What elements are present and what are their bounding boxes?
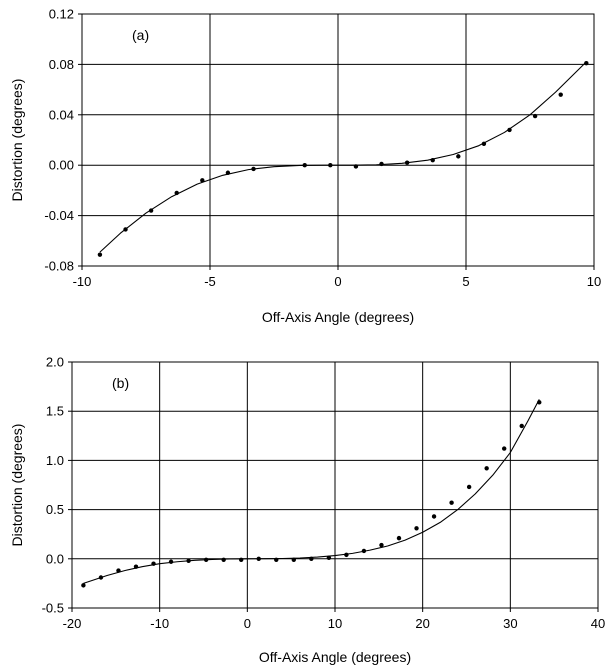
data-point (507, 127, 512, 133)
data-point (519, 423, 524, 429)
y-tick-label: 0.04 (49, 107, 74, 122)
data-point (274, 557, 279, 562)
data-point (97, 252, 103, 257)
x-tick-label: -20 (63, 616, 82, 631)
x-tick-label: -5 (204, 274, 216, 289)
data-point (344, 552, 349, 558)
data-point (404, 160, 410, 165)
data-point (238, 557, 244, 562)
x-tick-label: 10 (328, 616, 342, 631)
y-tick-label: 0.08 (49, 57, 74, 72)
y-axis-label: Distortion (degrees) (9, 79, 25, 202)
y-tick-label: 0.5 (46, 502, 64, 517)
data-point (501, 446, 507, 451)
data-point (379, 542, 384, 548)
y-tick-label: -0.5 (42, 601, 64, 616)
data-point (379, 161, 384, 167)
data-point (309, 556, 314, 561)
x-axis-label: Off-Axis Angle (degrees) (259, 649, 411, 665)
data-point (558, 92, 563, 97)
data-point (123, 227, 128, 232)
fit-curve (99, 61, 587, 253)
data-point (81, 583, 86, 588)
y-tick-label: 2.0 (46, 355, 64, 370)
data-point (151, 561, 156, 566)
data-point (484, 466, 489, 471)
data-point (133, 564, 139, 569)
data-point (328, 163, 333, 168)
data-point (174, 190, 179, 196)
data-point (532, 113, 538, 119)
data-point (396, 535, 402, 541)
y-tick-label: 1.0 (46, 453, 64, 468)
data-point (225, 170, 231, 175)
x-tick-label: 5 (462, 274, 469, 289)
x-tick-label: -10 (150, 616, 169, 631)
data-point (481, 141, 487, 146)
data-point (256, 556, 261, 561)
x-tick-label: 0 (334, 274, 341, 289)
data-point (414, 526, 419, 531)
x-tick-label: -10 (73, 274, 92, 289)
panel-label: (b) (112, 375, 129, 391)
data-point (98, 575, 104, 580)
data-point (466, 484, 472, 490)
data-point (353, 164, 359, 169)
chart-panel-a: -0.08 -0.04 0.00 0.04 0.08 0.12 -10 -5 0 5 10 (a) Of… (9, 7, 601, 326)
data-point (203, 557, 209, 562)
data-point (168, 559, 174, 564)
data-point (116, 568, 121, 573)
chart-panel-b: -0.5 0.0 0.5 1.0 1.5 2.0 -20 -10 0 10 20 30 40 (b) Off… (9, 355, 605, 666)
data-point (221, 557, 226, 562)
data-point (186, 558, 191, 563)
x-tick-label: 10 (587, 274, 601, 289)
data-point (449, 500, 454, 505)
panel-label: (a) (132, 27, 149, 43)
data-point (326, 555, 332, 561)
data-point (302, 163, 307, 168)
data-point (361, 548, 367, 554)
data-point (200, 178, 205, 183)
data-point (584, 60, 589, 66)
data-point (430, 157, 435, 163)
x-tick-label: 0 (244, 616, 251, 631)
y-tick-label: 1.5 (46, 404, 64, 419)
x-tick-label: 40 (591, 616, 605, 631)
data-point (537, 400, 542, 405)
y-tick-label: -0.08 (44, 259, 74, 274)
x-axis-label: Off-Axis Angle (degrees) (262, 309, 414, 325)
y-tick-label: 0.00 (49, 158, 74, 173)
data-point (456, 154, 461, 159)
y-tick-label: -0.04 (44, 208, 74, 223)
plot-area-border (71, 361, 599, 609)
plot-area-border (81, 13, 595, 267)
data-point (251, 166, 256, 172)
fit-curve (83, 399, 540, 584)
y-tick-label: 0.0 (46, 551, 64, 566)
data-point (291, 557, 296, 562)
data-point (431, 514, 437, 519)
y-axis-label: Distortion (degrees) (9, 424, 25, 547)
data-point (148, 208, 154, 213)
y-tick-label: 0.12 (49, 7, 74, 22)
x-tick-label: 30 (503, 616, 517, 631)
x-tick-label: 20 (415, 616, 429, 631)
